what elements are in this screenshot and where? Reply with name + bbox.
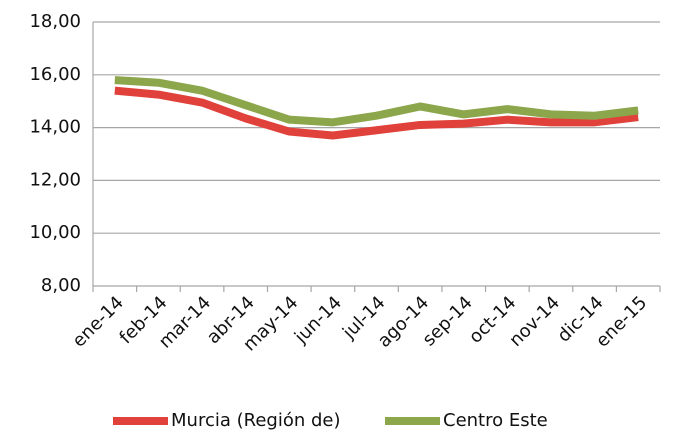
series-line (114, 86, 639, 140)
y-tick-label: 16,00 (29, 64, 81, 85)
series-line (114, 76, 639, 127)
x-tick-label: sep-14 (419, 292, 477, 350)
legend-label: Murcia (Región de) (171, 410, 340, 431)
y-tick-label: 12,00 (29, 169, 81, 190)
y-tick-label: 14,00 (29, 117, 81, 138)
x-tick-label: ene-14 (69, 292, 128, 351)
x-tick-label: jun-14 (290, 292, 346, 348)
y-tick-label: 10,00 (29, 222, 81, 243)
y-tick-label: 8,00 (41, 275, 81, 296)
y-tick-label: 18,00 (29, 11, 81, 32)
legend-label: Centro Este (443, 410, 548, 431)
